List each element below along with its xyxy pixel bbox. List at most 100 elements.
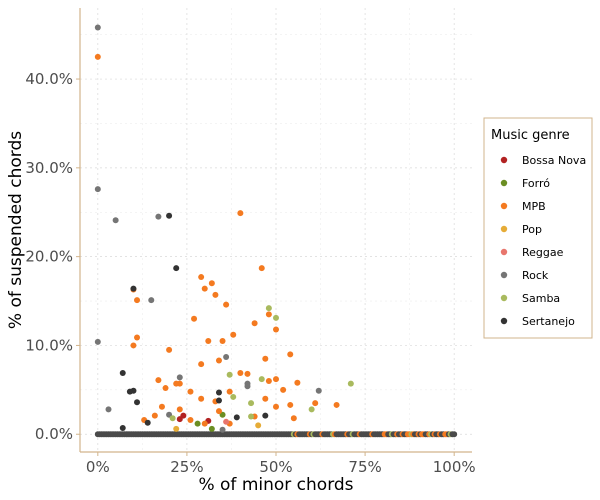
legend: Music genre Bossa Nova Forró MPB Pop Reggae R… [483, 117, 593, 339]
point-mpb [151, 412, 158, 419]
point-samba [258, 376, 265, 383]
point-sertanejo [215, 389, 222, 396]
point-samba [273, 314, 279, 321]
point-rock [94, 186, 101, 193]
point-samba [248, 400, 255, 407]
point-mpb [290, 415, 297, 422]
point-rock [94, 24, 101, 31]
point-rock [223, 353, 230, 360]
point-forr- [208, 425, 215, 432]
point-mpb [166, 346, 173, 353]
point-sertanejo [166, 212, 173, 219]
point-mpb [219, 338, 226, 344]
point-sertanejo [126, 388, 133, 395]
point-mpb [187, 417, 194, 424]
point-samba [169, 415, 176, 422]
y-tick-label: 10.0% [25, 336, 73, 354]
point-mpb [262, 395, 269, 402]
point-mpb [130, 342, 137, 349]
point-rock [176, 374, 183, 381]
point-mpb [226, 388, 233, 395]
legend-key [500, 202, 508, 210]
point-mpb [187, 388, 194, 395]
point-sertanejo [215, 397, 222, 404]
point-mpb [262, 355, 269, 362]
legend-key [500, 225, 508, 233]
point-samba [226, 371, 233, 378]
point-mpb [134, 334, 141, 341]
legend-key [500, 179, 508, 187]
point-mpb [287, 401, 294, 408]
point-rock [94, 338, 101, 345]
x-axis-title: % of minor chords [198, 475, 353, 495]
point-rock [315, 387, 322, 394]
gridlines [80, 8, 472, 452]
point-mpb [287, 351, 294, 358]
point-rock [148, 297, 155, 304]
point-mpb [273, 326, 279, 333]
legend-key [500, 248, 508, 256]
legend-label: MPB [522, 200, 546, 213]
point-mpb [223, 301, 230, 308]
point-mpb [280, 386, 287, 393]
y-tick-label: 30.0% [25, 159, 73, 177]
axis-ticks: 0.0% 10.0% 20.0% 30.0% 40.0% 0% 25% 50% 75% 100% [25, 70, 475, 476]
y-tick-label: 0.0% [35, 425, 73, 443]
point-mpb [237, 369, 244, 376]
point-rock [112, 217, 119, 224]
point-mpb [237, 210, 244, 217]
point-mpb [230, 331, 237, 338]
x-tick-label: 100% [433, 458, 476, 476]
point-mpb [265, 377, 272, 384]
x-tick-label: 0% [86, 458, 110, 476]
point-mpb [212, 291, 219, 298]
point-reggae [223, 418, 230, 425]
point-rock [105, 406, 112, 413]
data-points [94, 24, 458, 438]
point-mpb [265, 311, 272, 318]
point-sertanejo [262, 412, 269, 419]
point-mpb [155, 377, 162, 384]
point-mpb [198, 274, 205, 281]
point-sertanejo [130, 285, 137, 292]
point-samba [248, 413, 255, 420]
point-mpb [215, 408, 222, 415]
baseline-point [451, 431, 458, 438]
legend-label: Pop [522, 223, 542, 236]
point-mpb [198, 395, 205, 402]
point-rock [244, 383, 251, 390]
point-mpb [251, 320, 258, 327]
legend-label: Bossa Nova [522, 154, 586, 167]
point-bossa-nova [176, 416, 183, 423]
point-mpb [258, 265, 265, 272]
point-mpb [312, 400, 319, 407]
legend-label: Reggae [522, 246, 564, 259]
point-mpb [294, 379, 301, 386]
legend-title: Music genre [491, 128, 570, 143]
point-mpb [244, 370, 251, 377]
point-samba [347, 380, 354, 387]
point-mpb [176, 406, 183, 413]
point-mpb [191, 315, 198, 322]
point-sertanejo [134, 399, 141, 406]
point-mpb [134, 297, 141, 304]
point-sertanejo [233, 414, 240, 421]
point-mpb [198, 361, 205, 368]
point-mpb [162, 385, 169, 392]
point-mpb [273, 376, 279, 383]
point-forr- [194, 420, 201, 427]
legend-label: Forró [522, 177, 550, 190]
legend-key [500, 156, 508, 164]
point-samba [265, 305, 272, 312]
legend-label: Samba [522, 292, 560, 305]
point-pop [255, 422, 262, 429]
legend-label: Rock [522, 269, 549, 282]
point-sertanejo [144, 419, 151, 426]
x-tick-label: 25% [170, 458, 203, 476]
point-pop [173, 425, 180, 432]
point-mpb [201, 285, 208, 292]
point-mpb [273, 403, 279, 410]
legend-key [500, 317, 508, 325]
point-rock [155, 213, 162, 220]
point-sertanejo [119, 369, 126, 376]
